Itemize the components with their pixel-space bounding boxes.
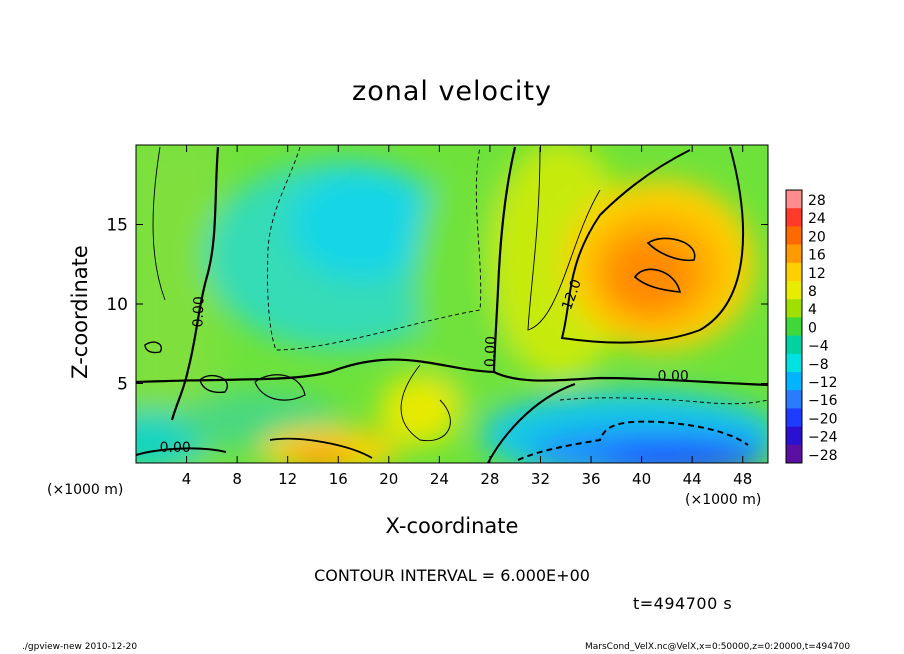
colorbar-label: 12 xyxy=(808,266,826,282)
colorbar-cell xyxy=(786,208,802,227)
colorbar-frame xyxy=(785,189,803,464)
x-tick-label: 16 xyxy=(329,470,348,488)
heatmap-field xyxy=(136,145,768,463)
colorbar-cell xyxy=(786,372,802,391)
y-axis: 5 10 15 xyxy=(106,216,768,395)
colorbar-label: 24 xyxy=(808,211,826,227)
colorbar-label: −16 xyxy=(808,393,838,409)
colorbar-label: 4 xyxy=(808,302,817,318)
colorbar-label: 16 xyxy=(808,248,826,264)
colorbar-cell xyxy=(786,353,802,373)
x-unit-label-right: (×1000 m) xyxy=(685,492,762,508)
colorbar-cell xyxy=(786,408,802,427)
x-tick-label: 4 xyxy=(182,470,192,488)
colorbar-cell xyxy=(786,226,802,245)
chart-title: zonal velocity xyxy=(352,76,552,107)
colorbar-cell xyxy=(786,299,802,318)
colorbar-label: −8 xyxy=(808,357,829,373)
x-tick-label: 8 xyxy=(232,470,242,488)
contour-label: 0.00 xyxy=(658,368,689,384)
colorbar-label: −12 xyxy=(808,375,838,391)
time-label: t=494700 s xyxy=(633,594,733,613)
colorbar-label: −4 xyxy=(808,339,829,355)
x-tick-label: 32 xyxy=(531,470,550,488)
colorbar-label: −24 xyxy=(808,430,838,446)
x-tick-label: 44 xyxy=(683,470,702,488)
x-tick-label: 48 xyxy=(733,470,752,488)
colorbar-cell xyxy=(786,281,802,300)
footer-left: ./gpview-new 2010-12-20 xyxy=(22,642,138,652)
colorbar-label: 0 xyxy=(808,320,817,336)
contour-interval-label: CONTOUR INTERVAL = 6.000E+00 xyxy=(314,566,590,585)
colorbar-cell xyxy=(786,244,802,264)
x-tick-label: 24 xyxy=(430,470,449,488)
x-tick-label: 20 xyxy=(379,470,398,488)
x-tick-label: 28 xyxy=(480,470,499,488)
colorbar-label: 20 xyxy=(808,229,826,245)
footer-right: MarsCond_VelX.nc@VelX,x=0:50000,z=0:2000… xyxy=(585,642,851,652)
y-tick-label: 10 xyxy=(106,295,128,315)
colorbar: 28 24 20 16 12 8 4 0 −4 −8 −12 −16 −20 −24 −28 xyxy=(785,189,838,464)
colorbar-cell xyxy=(786,262,802,282)
y-tick-label: 15 xyxy=(106,216,128,236)
colorbar-cell xyxy=(786,317,802,336)
contour-label: 0.00 xyxy=(190,296,207,328)
colorbar-cell xyxy=(786,190,802,209)
colorbar-label: 8 xyxy=(808,284,817,300)
x-tick-label: 36 xyxy=(581,470,600,488)
colorbar-cell xyxy=(786,335,802,355)
x-tick-label: 40 xyxy=(632,470,651,488)
colorbar-label: 28 xyxy=(808,193,826,209)
colorbar-label: −28 xyxy=(808,448,838,464)
colorbar-cell xyxy=(786,444,802,464)
contour-lines xyxy=(136,146,768,463)
colorbar-cell xyxy=(786,390,802,409)
contour-label: 0.00 xyxy=(160,440,191,456)
x-unit-label-left: (×1000 m) xyxy=(47,482,124,498)
colorbar-cell xyxy=(786,426,802,446)
colorbar-label: −20 xyxy=(808,411,838,427)
x-axis: 4 8 12 16 20 24 28 32 36 40 44 48 xyxy=(182,145,752,488)
y-tick-label: 5 xyxy=(117,375,128,395)
x-tick-label: 12 xyxy=(278,470,297,488)
y-axis-label: Z-coordinate xyxy=(68,245,92,379)
contour-label: 0.00 xyxy=(482,336,499,368)
x-axis-label: X-coordinate xyxy=(385,514,519,538)
